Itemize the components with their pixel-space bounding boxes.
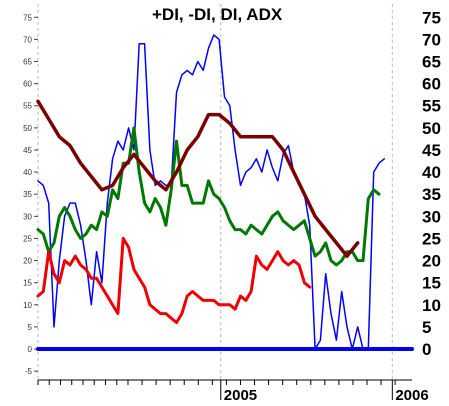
left-tick-label-4: 15: [23, 279, 32, 288]
left-tick-label-15: 70: [23, 35, 32, 44]
left-tick-label-5: 20: [23, 257, 32, 266]
left-tick-label-3: 10: [23, 301, 32, 310]
right-tick-label-3: 15: [422, 274, 441, 293]
series-line-3: [36, 99, 360, 258]
left-tick-label-16: 75: [23, 13, 32, 22]
right-y-axis: 0 5 10 15 20 25 30 35 40 45 50 55 60 65 70 75: [422, 8, 441, 359]
series-line-0: [37, 34, 386, 350]
right-tick-label-12: 60: [422, 75, 441, 94]
x-tick-label-0: 2005: [224, 387, 257, 404]
right-tick-label-0: 0: [422, 340, 431, 359]
series-line-1: [36, 126, 381, 267]
left-tick-label-13: 60: [23, 80, 32, 89]
right-tick-label-9: 45: [422, 141, 441, 160]
grid: [37, 4, 393, 380]
right-tick-label-7: 35: [422, 185, 441, 204]
left-tick-label-7: 30: [23, 212, 32, 221]
right-tick-label-8: 40: [422, 163, 441, 182]
right-tick-label-2: 10: [422, 296, 441, 315]
right-tick-label-14: 70: [422, 30, 441, 49]
right-tick-label-13: 65: [422, 53, 441, 72]
right-tick-label-1: 5: [422, 318, 431, 337]
right-tick-label-6: 30: [422, 207, 441, 226]
left-tick-label-12: 55: [23, 102, 32, 111]
left-tick-label-1: 0: [28, 345, 33, 354]
right-tick-label-4: 20: [422, 252, 441, 271]
x-tick-label-1: 2006: [395, 387, 428, 404]
left-tick-label-0: -5: [25, 367, 33, 376]
left-tick-label-8: 35: [23, 190, 32, 199]
right-tick-label-10: 50: [422, 119, 441, 138]
left-tick-label-11: 50: [23, 124, 32, 133]
left-tick-label-10: 45: [23, 146, 32, 155]
chart-title: +DI, -DI, DI, ADX: [152, 5, 283, 24]
left-tick-label-6: 25: [23, 234, 32, 243]
series-line-2: [36, 236, 312, 324]
series-group: [36, 34, 414, 351]
left-tick-label-14: 65: [23, 58, 32, 67]
right-tick-label-15: 75: [422, 8, 441, 27]
left-y-axis: -5 0 5 10 15 20 25 30 35 40 45 50 55 60 65 70 75: [23, 13, 38, 376]
right-tick-label-5: 25: [422, 229, 441, 248]
left-tick-label-9: 40: [23, 168, 32, 177]
left-tick-label-2: 5: [28, 323, 33, 332]
x-axis: 2005 2006: [37, 379, 429, 404]
right-tick-label-11: 55: [422, 97, 441, 116]
